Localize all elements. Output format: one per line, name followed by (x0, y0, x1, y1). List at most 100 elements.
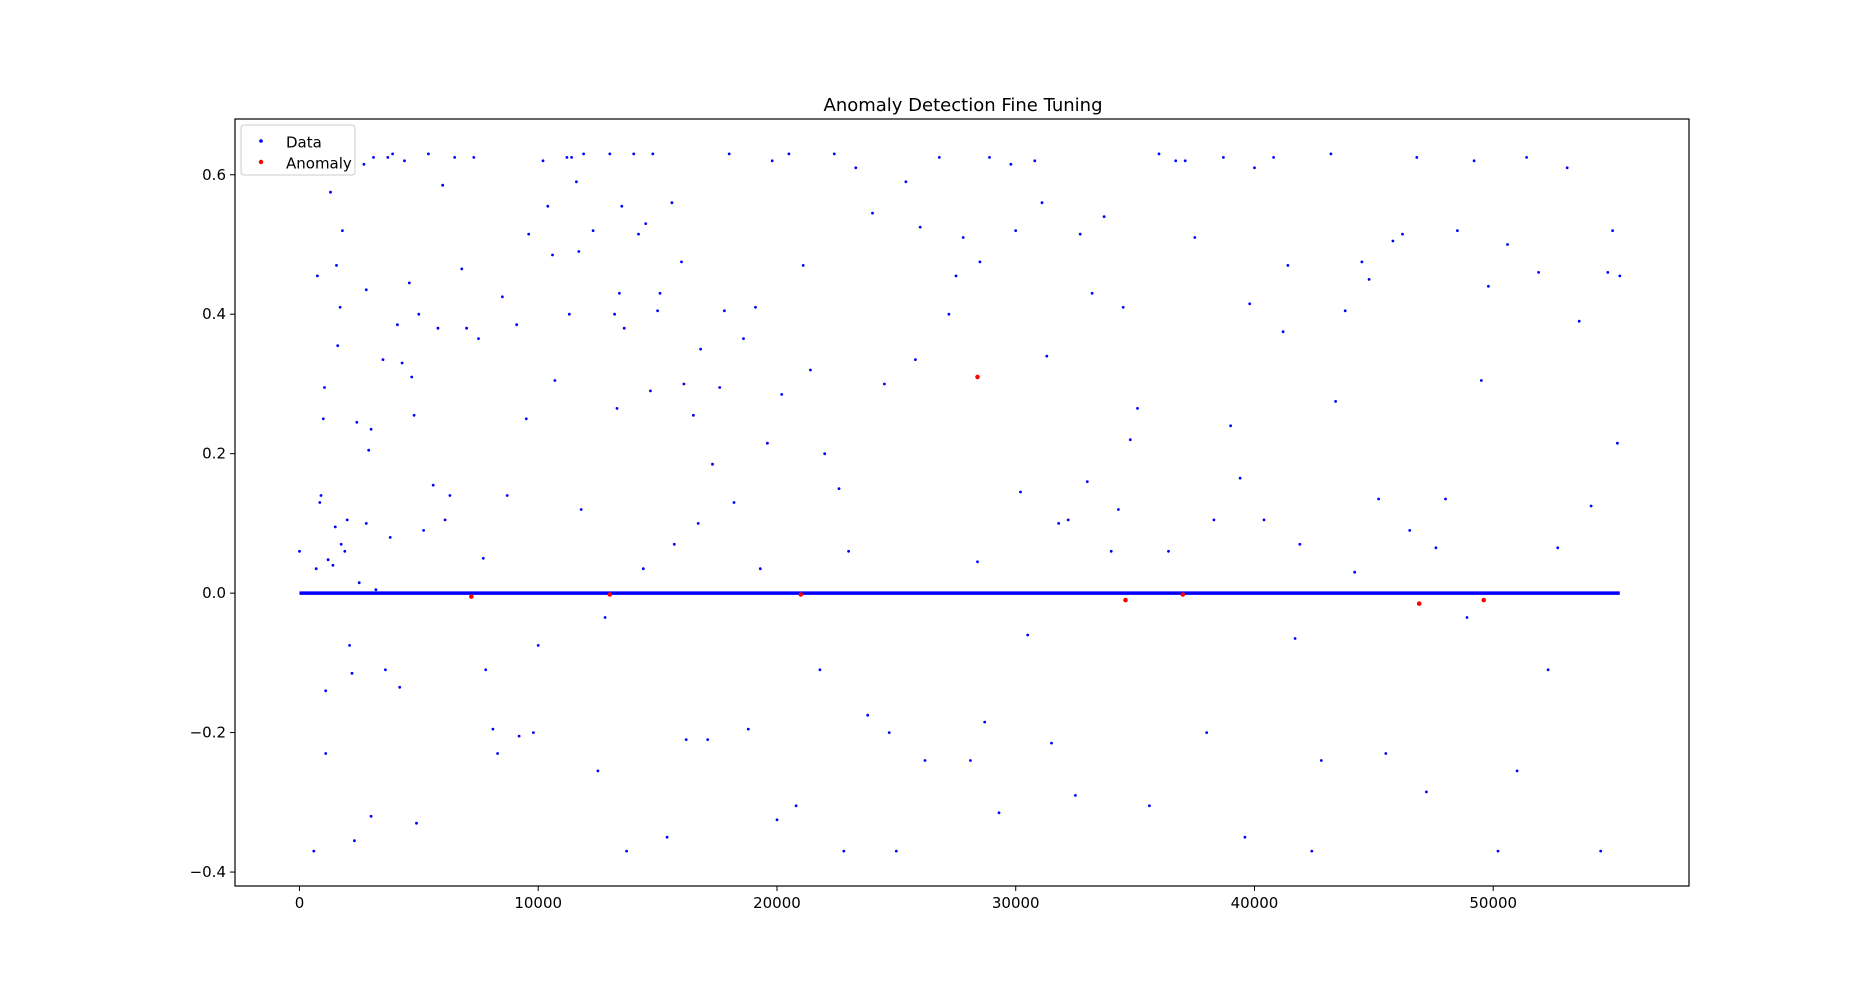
data-point (969, 759, 972, 762)
data-point (386, 156, 390, 159)
data-point (754, 305, 757, 309)
data-point (1616, 441, 1619, 445)
data-point (976, 560, 979, 564)
data-point (832, 152, 836, 156)
data-point (407, 281, 411, 285)
data-point (854, 166, 858, 170)
data-point (651, 152, 655, 156)
data-point (770, 159, 774, 163)
data-point (362, 162, 366, 166)
data-point (622, 326, 626, 330)
data-point (364, 522, 368, 525)
data-point (579, 508, 583, 511)
data-point (978, 260, 982, 264)
data-point (1174, 159, 1178, 163)
points-layer (298, 152, 1622, 853)
data-point (1556, 546, 1560, 550)
data-point (1066, 518, 1070, 522)
data-point (742, 337, 745, 340)
data-point (1298, 542, 1302, 546)
data-point (801, 264, 805, 267)
data-point (1109, 549, 1113, 553)
data-point (331, 563, 335, 567)
data-point (1425, 790, 1428, 794)
data-point (603, 616, 607, 619)
chart-title: Anomaly Detection Fine Tuning (824, 95, 1103, 116)
data-point (1384, 752, 1388, 755)
data-point (324, 689, 328, 693)
data-point (1618, 274, 1622, 278)
data-point (348, 644, 351, 647)
data-point (1253, 166, 1256, 170)
data-point (608, 152, 612, 156)
data-point (319, 494, 323, 497)
data-point (718, 386, 722, 389)
data-point (388, 536, 392, 539)
data-point (1193, 236, 1197, 239)
data-point (355, 420, 359, 424)
data-point (988, 156, 991, 159)
y-tick-label: −0.4 (190, 863, 226, 881)
data-point (575, 180, 578, 184)
data-point (665, 835, 669, 839)
data-point (1310, 849, 1314, 853)
data-point (746, 727, 750, 731)
data-point (1205, 731, 1209, 734)
data-point (369, 427, 373, 431)
legend: Data Anomaly (240, 124, 356, 176)
data-point (427, 152, 430, 156)
data-point (1033, 159, 1037, 163)
data-point (1456, 229, 1459, 233)
data-point (637, 232, 640, 236)
data-point (412, 413, 416, 417)
data-point (343, 549, 347, 553)
data-point (894, 849, 898, 853)
data-point (441, 183, 445, 187)
data-point (1102, 215, 1106, 219)
data-point (672, 542, 676, 546)
data-point (727, 152, 731, 156)
data-point (1496, 849, 1500, 853)
data-point (613, 312, 616, 316)
data-point (336, 344, 340, 347)
data-point (367, 448, 371, 452)
data-point (324, 752, 328, 755)
data-point (335, 264, 338, 267)
data-point (766, 441, 769, 445)
data-point (381, 358, 385, 361)
data-point (570, 156, 573, 159)
data-point (1183, 159, 1187, 163)
data-point (615, 407, 619, 410)
data-point (501, 295, 504, 299)
data-point (333, 525, 337, 529)
data-point (321, 417, 325, 421)
data-point (515, 323, 519, 327)
data-point (1611, 229, 1614, 233)
data-point (1334, 400, 1337, 403)
data-point (345, 518, 349, 522)
legend-label-anomaly: Anomaly (286, 155, 352, 173)
data-point (1546, 668, 1550, 672)
data-point (1367, 278, 1371, 281)
x-tick-label: 40000 (1231, 894, 1279, 912)
data-point (1444, 497, 1447, 501)
legend-box (240, 124, 356, 176)
data-point (357, 581, 361, 585)
x-tick-label: 50000 (1469, 894, 1517, 912)
data-point (1565, 166, 1569, 170)
data-point (448, 494, 452, 497)
anomaly-point (798, 592, 803, 597)
data-point (775, 818, 779, 822)
data-point (1009, 162, 1013, 166)
x-tick-label: 20000 (753, 894, 801, 912)
anomaly-point (1481, 597, 1486, 603)
data-point (400, 361, 404, 365)
data-point (323, 386, 326, 389)
data-point (1391, 239, 1395, 243)
data-point (787, 152, 791, 156)
anomaly-point (1123, 597, 1128, 603)
data-point (477, 337, 480, 340)
data-point (1078, 232, 1082, 236)
